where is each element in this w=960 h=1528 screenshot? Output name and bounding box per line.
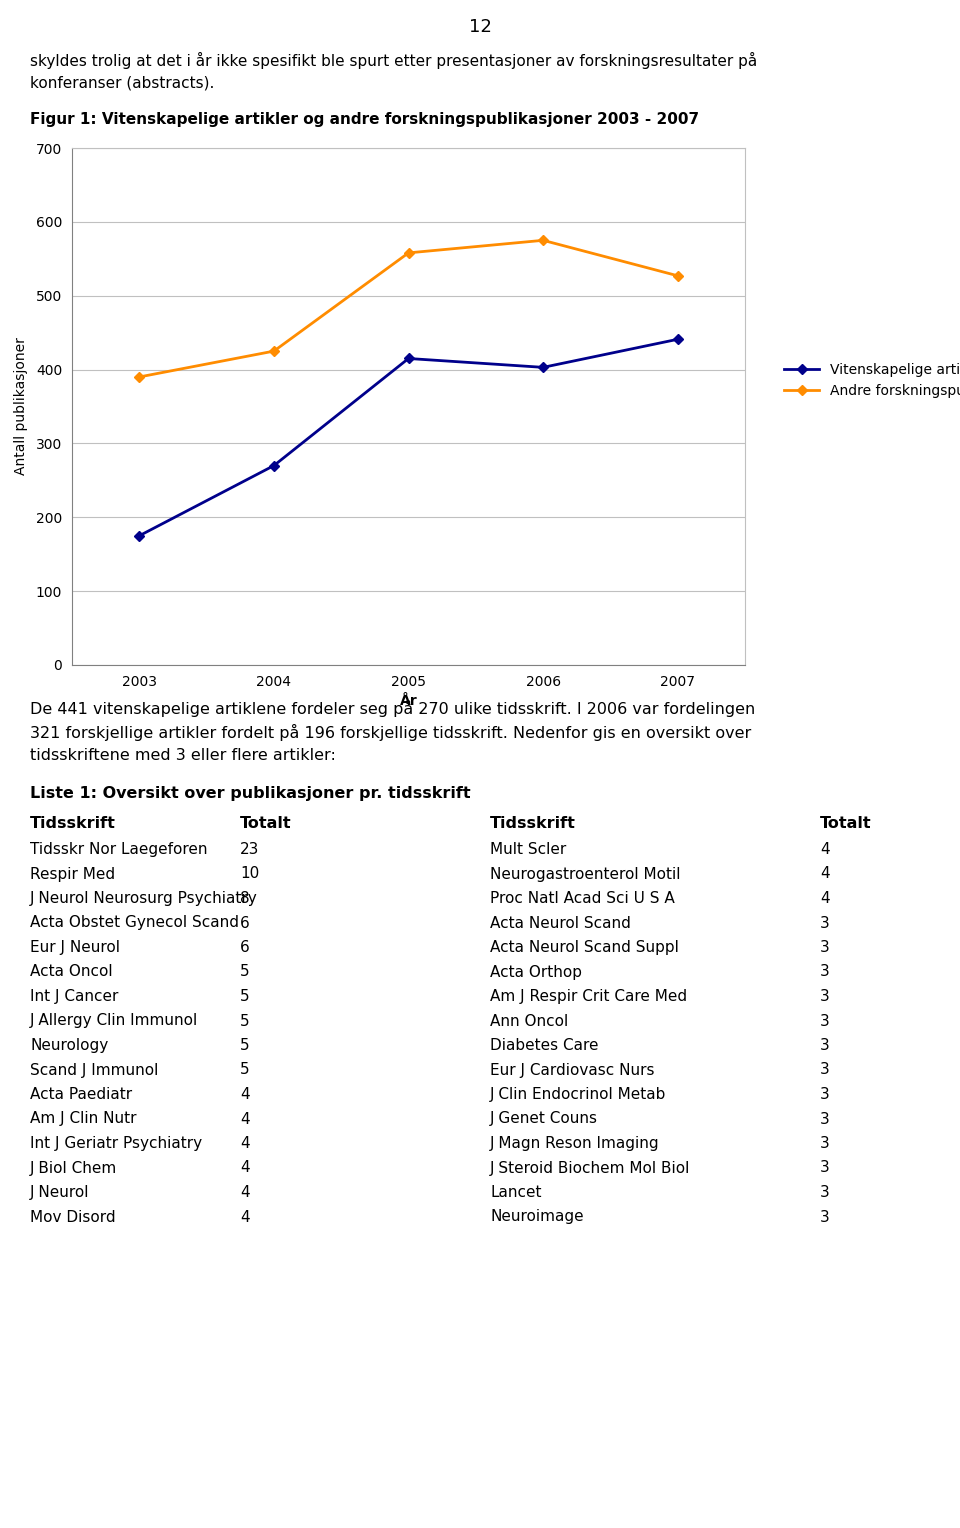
Text: J Clin Endocrinol Metab: J Clin Endocrinol Metab	[490, 1086, 666, 1102]
Text: 3: 3	[820, 1210, 829, 1224]
Text: Eur J Neurol: Eur J Neurol	[30, 940, 120, 955]
Legend: Vitenskapelige artikler, Andre forskningspublikasjoner: Vitenskapelige artikler, Andre forskning…	[779, 358, 960, 403]
Text: konferanser (abstracts).: konferanser (abstracts).	[30, 76, 214, 92]
Y-axis label: Antall publikasjoner: Antall publikasjoner	[13, 338, 28, 475]
Text: 5: 5	[240, 1062, 250, 1077]
Text: 4: 4	[240, 1186, 250, 1199]
Text: 4: 4	[240, 1111, 250, 1126]
Text: 3: 3	[820, 1186, 829, 1199]
Text: 3: 3	[820, 1086, 829, 1102]
Text: Ann Oncol: Ann Oncol	[490, 1013, 568, 1028]
Text: Liste 1: Oversikt over publikasjoner pr. tidsskrift: Liste 1: Oversikt over publikasjoner pr.…	[30, 785, 470, 801]
Text: 5: 5	[240, 964, 250, 979]
Text: 8: 8	[240, 891, 250, 906]
Text: Diabetes Care: Diabetes Care	[490, 1038, 598, 1053]
Text: 5: 5	[240, 989, 250, 1004]
Text: Totalt: Totalt	[240, 816, 292, 831]
Text: Acta Oncol: Acta Oncol	[30, 964, 112, 979]
Text: 3: 3	[820, 1013, 829, 1028]
Text: Tidsskrift: Tidsskrift	[30, 816, 116, 831]
Text: 4: 4	[240, 1210, 250, 1224]
Text: Tidsskr Nor Laegeforen: Tidsskr Nor Laegeforen	[30, 842, 207, 857]
Text: 12: 12	[468, 18, 492, 37]
Text: J Biol Chem: J Biol Chem	[30, 1160, 117, 1175]
Text: Acta Obstet Gynecol Scand: Acta Obstet Gynecol Scand	[30, 915, 239, 931]
Text: 4: 4	[820, 842, 829, 857]
Text: Scand J Immunol: Scand J Immunol	[30, 1062, 158, 1077]
Text: Neurogastroenterol Motil: Neurogastroenterol Motil	[490, 866, 681, 882]
Text: Neurology: Neurology	[30, 1038, 108, 1053]
Text: 6: 6	[240, 940, 250, 955]
Text: 3: 3	[820, 989, 829, 1004]
Text: J Neurol: J Neurol	[30, 1186, 89, 1199]
Text: Acta Neurol Scand Suppl: Acta Neurol Scand Suppl	[490, 940, 679, 955]
Text: 3: 3	[820, 1111, 829, 1126]
Text: 5: 5	[240, 1038, 250, 1053]
Text: Neuroimage: Neuroimage	[490, 1210, 584, 1224]
Text: J Neurol Neurosurg Psychiatry: J Neurol Neurosurg Psychiatry	[30, 891, 257, 906]
Text: Acta Paediatr: Acta Paediatr	[30, 1086, 132, 1102]
Text: 4: 4	[240, 1160, 250, 1175]
Text: 3: 3	[820, 964, 829, 979]
Text: J Allergy Clin Immunol: J Allergy Clin Immunol	[30, 1013, 199, 1028]
Text: 4: 4	[820, 891, 829, 906]
Text: Mult Scler: Mult Scler	[490, 842, 566, 857]
Text: Lancet: Lancet	[490, 1186, 541, 1199]
Text: Mov Disord: Mov Disord	[30, 1210, 115, 1224]
Text: 4: 4	[820, 866, 829, 882]
Text: 3: 3	[820, 915, 829, 931]
Text: 321 forskjellige artikler fordelt på 196 forskjellige tidsskrift. Nedenfor gis e: 321 forskjellige artikler fordelt på 196…	[30, 724, 752, 741]
Text: Tidsskrift: Tidsskrift	[490, 816, 576, 831]
Text: 4: 4	[240, 1086, 250, 1102]
X-axis label: År: År	[399, 694, 418, 709]
Text: Int J Cancer: Int J Cancer	[30, 989, 118, 1004]
Text: Acta Orthop: Acta Orthop	[490, 964, 582, 979]
Text: De 441 vitenskapelige artiklene fordeler seg på 270 ulike tidsskrift. I 2006 var: De 441 vitenskapelige artiklene fordeler…	[30, 700, 756, 717]
Text: Acta Neurol Scand: Acta Neurol Scand	[490, 915, 631, 931]
Text: Totalt: Totalt	[820, 816, 872, 831]
Text: tidsskriftene med 3 eller flere artikler:: tidsskriftene med 3 eller flere artikler…	[30, 749, 336, 762]
Text: Proc Natl Acad Sci U S A: Proc Natl Acad Sci U S A	[490, 891, 675, 906]
Text: 4: 4	[240, 1135, 250, 1151]
Text: 6: 6	[240, 915, 250, 931]
Text: 23: 23	[240, 842, 259, 857]
Text: 3: 3	[820, 1135, 829, 1151]
Text: Figur 1: Vitenskapelige artikler og andre forskningspublikasjoner 2003 - 2007: Figur 1: Vitenskapelige artikler og andr…	[30, 112, 699, 127]
Text: 3: 3	[820, 1062, 829, 1077]
Text: 5: 5	[240, 1013, 250, 1028]
Text: Am J Respir Crit Care Med: Am J Respir Crit Care Med	[490, 989, 687, 1004]
Text: J Magn Reson Imaging: J Magn Reson Imaging	[490, 1135, 660, 1151]
Text: 10: 10	[240, 866, 259, 882]
Text: J Genet Couns: J Genet Couns	[490, 1111, 598, 1126]
Text: Respir Med: Respir Med	[30, 866, 115, 882]
Text: J Steroid Biochem Mol Biol: J Steroid Biochem Mol Biol	[490, 1160, 690, 1175]
Text: skyldes trolig at det i år ikke spesifikt ble spurt etter presentasjoner av fors: skyldes trolig at det i år ikke spesifik…	[30, 52, 757, 69]
Text: Int J Geriatr Psychiatry: Int J Geriatr Psychiatry	[30, 1135, 203, 1151]
Text: 3: 3	[820, 940, 829, 955]
Text: Am J Clin Nutr: Am J Clin Nutr	[30, 1111, 136, 1126]
Text: 3: 3	[820, 1038, 829, 1053]
Text: Eur J Cardiovasc Nurs: Eur J Cardiovasc Nurs	[490, 1062, 655, 1077]
Text: 3: 3	[820, 1160, 829, 1175]
